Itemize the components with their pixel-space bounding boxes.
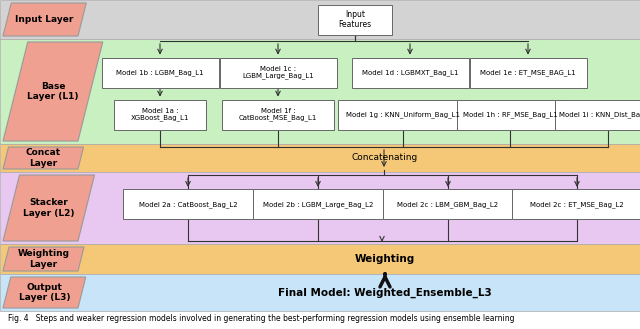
FancyBboxPatch shape <box>123 190 253 219</box>
Bar <box>0 144 640 172</box>
Text: Stacker
Layer (L2): Stacker Layer (L2) <box>23 198 74 218</box>
FancyBboxPatch shape <box>318 5 392 35</box>
Text: Model 1b : LGBM_Bag_L1: Model 1b : LGBM_Bag_L1 <box>116 69 204 76</box>
Text: Weighting
Layer: Weighting Layer <box>17 249 70 269</box>
Text: Fig. 4   Steps and weaker regression models involved in generating the best-perf: Fig. 4 Steps and weaker regression model… <box>8 314 515 323</box>
Polygon shape <box>3 277 86 308</box>
Text: Concatenating: Concatenating <box>352 154 418 163</box>
FancyBboxPatch shape <box>554 100 640 130</box>
Text: Model 1f :
CatBoost_MSE_Bag_L1: Model 1f : CatBoost_MSE_Bag_L1 <box>239 108 317 121</box>
Text: Input
Features: Input Features <box>339 10 372 29</box>
Bar <box>0 0 640 39</box>
FancyBboxPatch shape <box>222 100 334 130</box>
Text: Model 1d : LGBMXT_Bag_L1: Model 1d : LGBMXT_Bag_L1 <box>362 69 458 76</box>
Bar <box>0 39 640 144</box>
FancyBboxPatch shape <box>351 58 468 88</box>
Text: Base
Layer (L1): Base Layer (L1) <box>27 82 79 101</box>
Text: Final Model: Weighted_Ensemble_L3: Final Model: Weighted_Ensemble_L3 <box>278 287 492 298</box>
Text: Concat
Layer: Concat Layer <box>26 148 61 168</box>
FancyBboxPatch shape <box>512 190 640 219</box>
FancyBboxPatch shape <box>114 100 206 130</box>
Text: Output
Layer (L3): Output Layer (L3) <box>19 283 70 302</box>
Text: Model 1i : KNN_Dist_Bag_L1: Model 1i : KNN_Dist_Bag_L1 <box>559 111 640 118</box>
Text: Model 2c : LBM_GBM_Bag_L2: Model 2c : LBM_GBM_Bag_L2 <box>397 201 499 208</box>
Text: Model 1a :
XGBoost_Bag_L1: Model 1a : XGBoost_Bag_L1 <box>131 108 189 121</box>
FancyBboxPatch shape <box>456 100 563 130</box>
Polygon shape <box>3 175 95 241</box>
Text: Input Layer: Input Layer <box>15 15 74 24</box>
Text: Model 2c : ET_MSE_Bag_L2: Model 2c : ET_MSE_Bag_L2 <box>530 201 624 208</box>
FancyBboxPatch shape <box>253 190 383 219</box>
Polygon shape <box>3 247 84 271</box>
Text: Model 2b : LGBM_Large_Bag_L2: Model 2b : LGBM_Large_Bag_L2 <box>263 201 373 208</box>
FancyBboxPatch shape <box>338 100 468 130</box>
Text: Model 1e : ET_MSE_BAG_L1: Model 1e : ET_MSE_BAG_L1 <box>480 69 576 76</box>
Bar <box>0 274 640 311</box>
Text: Weighting: Weighting <box>355 254 415 264</box>
Text: Model 1g : KNN_Uniform_Bag_L1: Model 1g : KNN_Uniform_Bag_L1 <box>346 111 460 118</box>
Bar <box>0 172 640 244</box>
Polygon shape <box>3 42 103 141</box>
Text: Model 1h : RF_MSE_Bag_L1: Model 1h : RF_MSE_Bag_L1 <box>463 111 557 118</box>
Polygon shape <box>3 3 86 36</box>
FancyBboxPatch shape <box>383 190 513 219</box>
Bar <box>0 244 640 274</box>
Polygon shape <box>3 147 83 169</box>
FancyBboxPatch shape <box>470 58 586 88</box>
Text: Model 1c :
LGBM_Large_Bag_L1: Model 1c : LGBM_Large_Bag_L1 <box>242 66 314 80</box>
Text: Model 2a : CatBoost_Bag_L2: Model 2a : CatBoost_Bag_L2 <box>139 201 237 208</box>
FancyBboxPatch shape <box>102 58 218 88</box>
FancyBboxPatch shape <box>220 58 337 88</box>
